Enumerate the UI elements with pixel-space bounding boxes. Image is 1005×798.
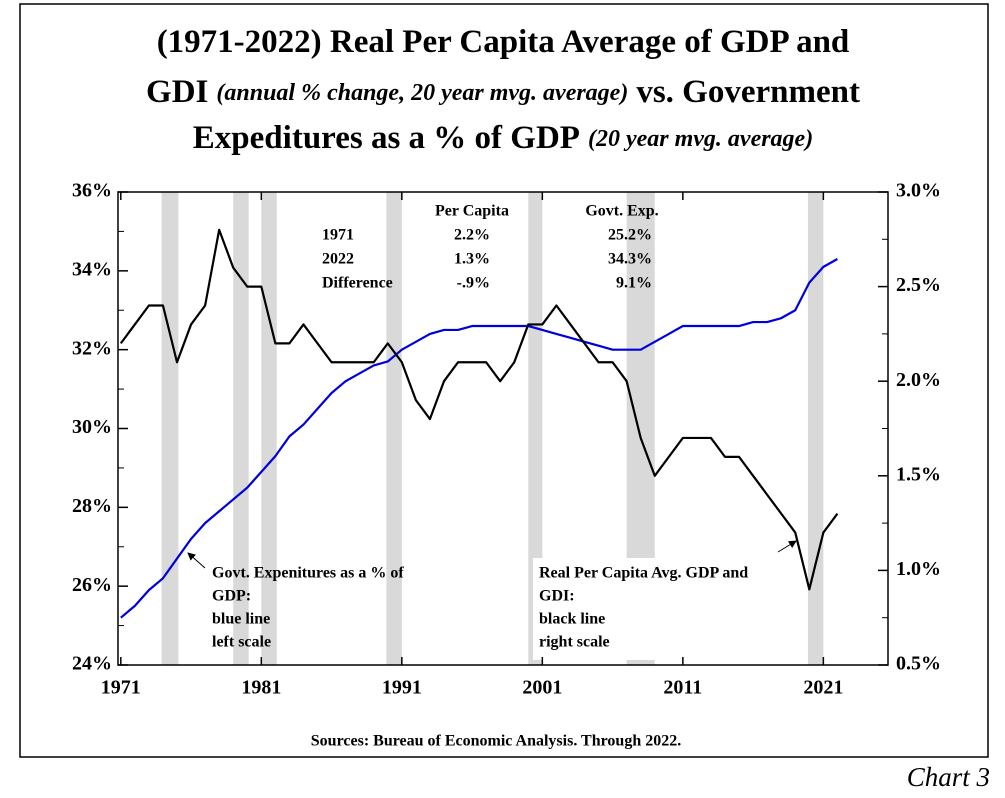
- table-cell: 2022: [322, 251, 354, 268]
- x-tick-label: 1991: [382, 677, 422, 699]
- annotation: blue line: [212, 611, 270, 628]
- shaded-period: [161, 192, 179, 665]
- y2-tick-label: 2.5%: [896, 274, 941, 296]
- shaded-period: [261, 192, 277, 665]
- annotation: right scale: [539, 634, 610, 651]
- series-line: [120, 258, 838, 619]
- annotation: GDP:: [212, 588, 251, 605]
- title-part: vs. Government: [636, 74, 860, 110]
- y-tick-label: 28%: [72, 495, 112, 517]
- y2-tick-label: 0.5%: [896, 653, 941, 675]
- title-part: (annual % change, 20 year mvg. average): [216, 80, 628, 106]
- x-tick-label: 1981: [241, 677, 281, 699]
- x-tick-label: 2001: [522, 677, 562, 699]
- y-tick-label: 32%: [72, 337, 112, 359]
- table-cell: 34.3%: [608, 251, 652, 268]
- y2-tick-label: 2.0%: [896, 369, 941, 391]
- y2-tick-label: 1.5%: [896, 463, 941, 485]
- annotation: Real Per Capita Avg. GDP and: [539, 565, 748, 582]
- annotation-arrow: [777, 540, 797, 553]
- y-tick-label: 34%: [72, 258, 112, 280]
- shaded-period: [807, 192, 824, 665]
- y-tick-label: 26%: [72, 574, 112, 596]
- table-cell: 9.1%: [616, 275, 652, 292]
- table-header: Per Capita: [435, 203, 509, 220]
- frame: [19, 3, 989, 758]
- table-cell: 1.3%: [454, 251, 490, 268]
- title-line: (1971-2022) Real Per Capita Average of G…: [157, 24, 850, 60]
- table-cell: -.9%: [457, 275, 490, 292]
- table-cell: 25.2%: [608, 227, 652, 244]
- annotation: Govt. Expenitures as a % of: [212, 565, 404, 582]
- table-header: Govt. Exp.: [585, 203, 658, 220]
- y2-tick-label: 1.0%: [896, 558, 941, 580]
- table-cell: 1971: [322, 227, 354, 244]
- table-cell: Difference: [322, 275, 393, 292]
- annotation-box: [533, 558, 743, 660]
- title-part: Expeditures as a % of GDP: [193, 120, 580, 156]
- x-tick-label: 1971: [101, 677, 141, 699]
- x-tick-label: 2011: [663, 677, 702, 699]
- source: Sources: Bureau of Economic Analysis. Th…: [311, 733, 681, 750]
- y-tick-label: 24%: [72, 653, 112, 675]
- y-tick-label: 30%: [72, 416, 112, 438]
- series-line: [119, 228, 839, 591]
- table-cell: 2.2%: [454, 227, 490, 244]
- title-part: GDI: [146, 74, 208, 110]
- shaded-period: [233, 192, 249, 665]
- annotation: GDI:: [539, 588, 575, 605]
- chart-label: Chart 3: [907, 762, 990, 792]
- title-line: Expeditures as a % of GDP (20 year mvg. a…: [193, 120, 813, 156]
- shaded-period: [528, 192, 543, 665]
- y2-tick-label: 3.0%: [896, 180, 941, 202]
- x-tick-label: 2021: [803, 677, 843, 699]
- annotation: black line: [539, 611, 605, 628]
- annotation-arrow: [187, 552, 206, 569]
- title-part: (20 year mvg. average): [588, 126, 813, 152]
- y-tick-label: 36%: [72, 180, 112, 202]
- title-part: (1971-2022) Real Per Capita Average of G…: [157, 24, 850, 60]
- shaded-period: [386, 192, 402, 665]
- title-line: GDI (annual % change, 20 year mvg. averag…: [146, 74, 860, 110]
- annotation: left scale: [212, 634, 271, 651]
